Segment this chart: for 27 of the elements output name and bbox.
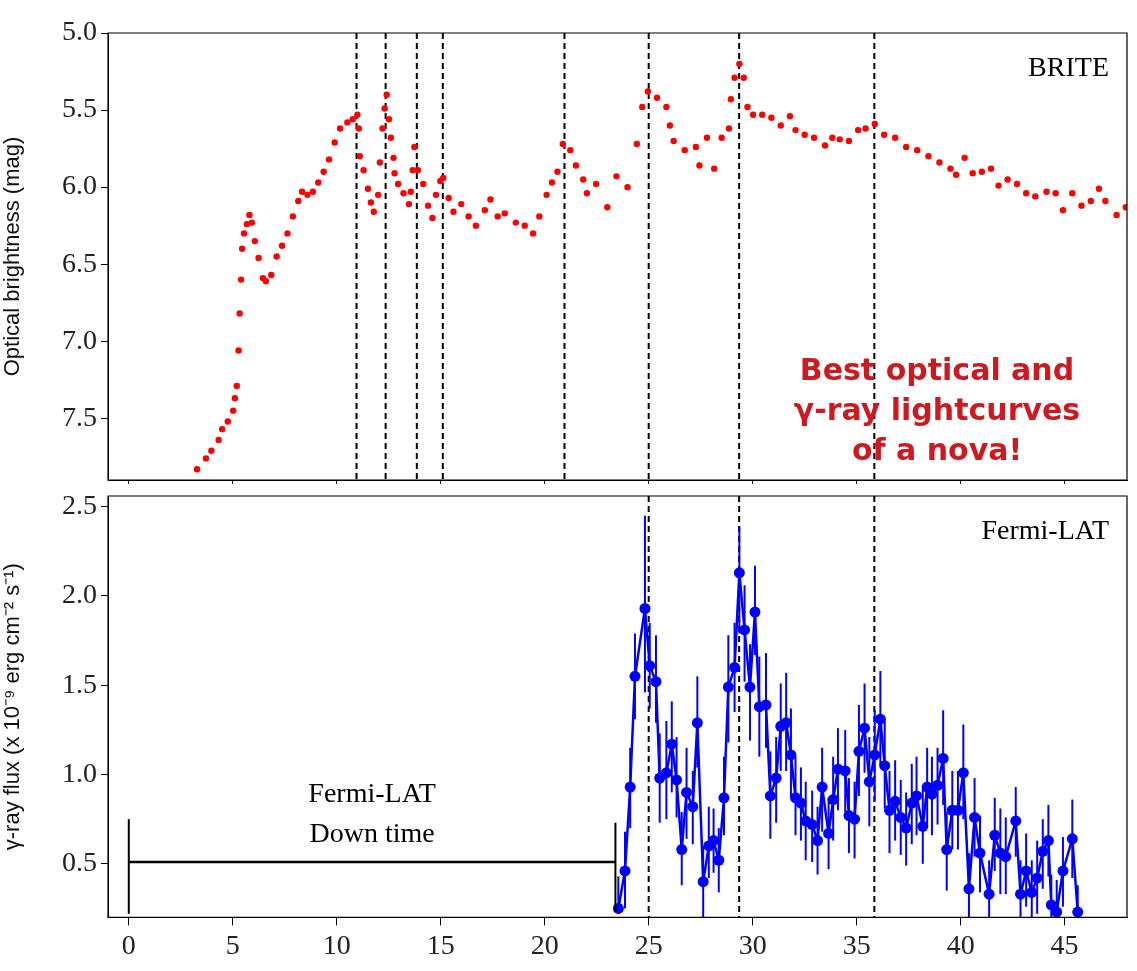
annotation: Fermi-LAT — [981, 514, 1109, 546]
x-tick-label: 25 — [634, 928, 663, 960]
x-tick-label: 10 — [322, 928, 351, 960]
x-tick-label: 0 — [121, 928, 136, 960]
annotation: Fermi-LAT Down time — [308, 777, 436, 849]
y-axis-title: γ-ray flux (x 10⁻⁹ erg cm⁻² s⁻¹) — [0, 563, 25, 851]
y-tick-label: 6.0 — [62, 169, 97, 201]
y-tick-label: 0.5 — [62, 846, 97, 878]
x-tick-label: 15 — [426, 928, 455, 960]
x-tick-label: 40 — [946, 928, 975, 960]
y-tick-label: 2.5 — [62, 489, 97, 521]
x-tick-label: 45 — [1050, 928, 1079, 960]
x-tick-label: 5 — [225, 928, 240, 960]
y-tick-label: 1.5 — [62, 667, 97, 699]
y-tick-label: 6.5 — [62, 246, 97, 278]
x-tick-label: 30 — [738, 928, 767, 960]
annotation: Best optical and γ-ray lightcurves of a nova! — [793, 352, 1081, 467]
y-tick-label: 5.0 — [62, 15, 97, 47]
y-tick-label: 1.0 — [62, 756, 97, 788]
x-tick-label: 35 — [842, 928, 871, 960]
y-axis-title: Optical brightness (mag) — [0, 136, 25, 377]
y-tick-label: 7.5 — [62, 400, 97, 432]
y-tick-label: 7.0 — [62, 323, 97, 355]
y-tick-label: 5.5 — [62, 92, 97, 124]
y-tick-label: 2.0 — [62, 578, 97, 610]
annotation: BRITE — [1028, 51, 1109, 83]
x-tick-label: 20 — [530, 928, 559, 960]
